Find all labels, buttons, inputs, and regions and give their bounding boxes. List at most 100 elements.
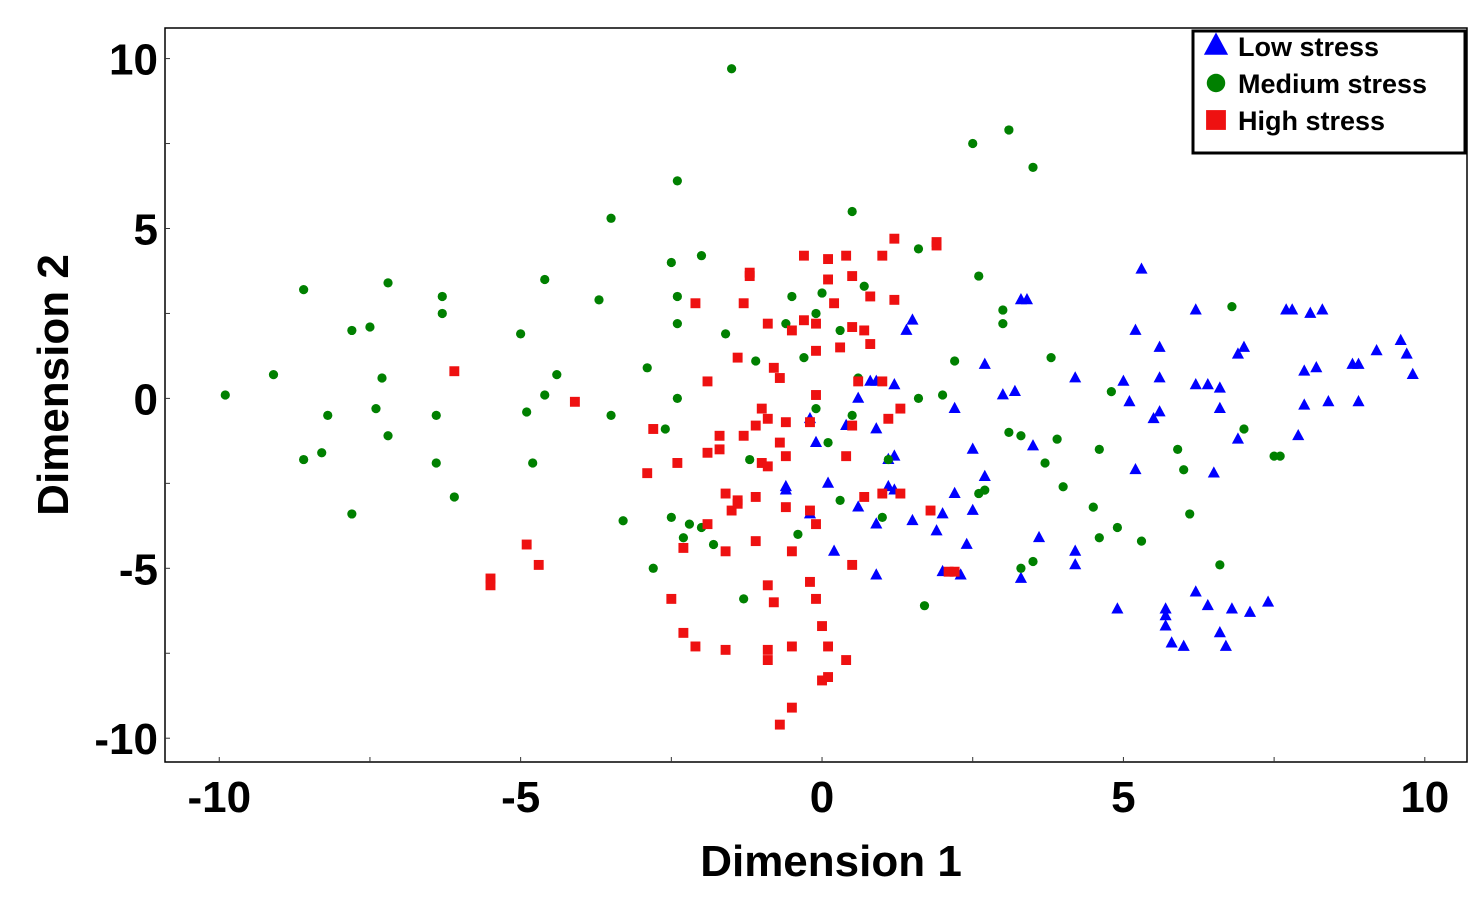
data-point-medium-stress	[883, 454, 893, 465]
data-point-low-stress	[1322, 394, 1335, 407]
y-axis-title: Dimension 2	[29, 254, 78, 516]
data-point-high-stress	[895, 488, 906, 499]
data-point-medium-stress	[540, 274, 550, 285]
data-point-high-stress	[714, 444, 725, 455]
data-point-low-stress	[1406, 367, 1419, 380]
data-point-high-stress	[762, 644, 773, 655]
data-point-medium-stress	[1106, 386, 1116, 397]
data-point-low-stress	[1020, 293, 1034, 305]
data-point-low-stress	[1400, 347, 1413, 359]
data-point-medium-stress	[383, 278, 393, 288]
data-point-high-stress	[811, 390, 821, 400]
data-point-high-stress	[853, 376, 864, 387]
data-point-low-stress	[1219, 639, 1232, 651]
data-point-medium-stress	[1239, 424, 1249, 434]
data-point-medium-stress	[618, 516, 628, 526]
data-point-high-stress	[877, 488, 888, 499]
data-point-low-stress	[1153, 371, 1166, 383]
data-point-medium-stress	[1173, 444, 1183, 454]
data-point-low-stress	[1298, 364, 1311, 376]
legend: Low stress Medium stress High stress	[1191, 29, 1467, 155]
data-point-medium-stress	[437, 291, 447, 302]
data-point-medium-stress	[299, 454, 309, 465]
data-point-medium-stress	[1028, 162, 1038, 172]
legend-marker-high-stress	[1206, 110, 1226, 130]
data-point-medium-stress	[739, 594, 749, 604]
data-point-medium-stress	[835, 325, 845, 336]
data-point-low-stress	[1177, 639, 1190, 651]
data-point-high-stress	[931, 240, 942, 251]
data-point-high-stress	[786, 702, 797, 713]
data-point-medium-stress	[968, 138, 978, 149]
data-point-high-stress	[865, 291, 876, 302]
data-point-low-stress	[1286, 303, 1299, 315]
data-point-low-stress	[978, 357, 991, 369]
data-point-medium-stress	[998, 305, 1008, 315]
data-point-medium-stress	[799, 353, 809, 363]
data-point-medium-stress	[672, 319, 682, 329]
x-tick-label: 0	[810, 773, 834, 822]
data-point-high-stress	[702, 519, 713, 530]
data-point-high-stress	[780, 417, 791, 428]
data-point-high-stress	[811, 318, 821, 329]
data-point-medium-stress	[323, 410, 333, 421]
data-point-medium-stress	[877, 512, 887, 522]
data-point-high-stress	[720, 488, 731, 499]
data-point-high-stress	[732, 498, 743, 509]
data-point-high-stress	[569, 396, 580, 407]
data-point-low-stress	[1153, 405, 1166, 417]
data-point-high-stress	[811, 519, 821, 530]
data-point-medium-stress	[371, 403, 381, 414]
data-point-low-stress	[900, 323, 913, 335]
data-point-high-stress	[823, 672, 834, 682]
data-point-medium-stress	[684, 519, 695, 529]
data-point-high-stress	[847, 271, 858, 282]
legend-marker-medium-stress	[1206, 73, 1226, 93]
data-point-low-stress	[1225, 602, 1238, 614]
data-point-low-stress	[1213, 401, 1226, 413]
data-point-low-stress	[1231, 347, 1244, 359]
data-point-low-stress	[870, 517, 883, 529]
data-point-low-stress	[870, 568, 883, 580]
data-point-high-stress	[859, 491, 870, 502]
data-point-low-stress	[809, 435, 823, 447]
data-point-medium-stress	[431, 458, 441, 468]
data-point-high-stress	[690, 641, 701, 652]
data-point-high-stress	[750, 420, 761, 431]
data-point-medium-stress	[1040, 458, 1050, 468]
data-point-low-stress	[1370, 344, 1383, 356]
data-point-low-stress	[1310, 360, 1323, 373]
data-point-medium-stress	[317, 448, 327, 458]
data-point-medium-stress	[998, 319, 1008, 329]
data-point-high-stress	[690, 298, 701, 309]
data-point-high-stress	[786, 325, 797, 336]
data-point-low-stress	[852, 391, 865, 403]
data-point-high-stress	[786, 641, 797, 652]
data-point-high-stress	[841, 451, 852, 462]
y-axis-tick-labels: -10 -5 0 5 10	[94, 36, 158, 765]
data-point-medium-stress	[1136, 536, 1147, 546]
data-point-high-stress	[738, 430, 749, 441]
data-point-medium-stress	[811, 403, 821, 414]
data-point-medium-stress	[696, 251, 707, 261]
data-point-medium-stress	[726, 64, 737, 74]
data-point-medium-stress	[383, 431, 393, 441]
x-tick-label: 10	[1400, 773, 1449, 822]
data-point-low-stress	[1243, 605, 1257, 617]
data-point-low-stress	[1352, 394, 1365, 407]
y-tick-label: 5	[134, 205, 158, 254]
data-point-low-stress	[822, 476, 835, 488]
data-point-high-stress	[889, 233, 900, 244]
data-point-low-stress	[1129, 462, 1142, 475]
data-point-medium-stress	[522, 407, 532, 417]
data-point-medium-stress	[1004, 427, 1014, 437]
data-point-low-stress	[1008, 384, 1021, 397]
data-point-high-stress	[943, 566, 954, 577]
x-tick-label: 5	[1111, 773, 1135, 822]
data-point-medium-stress	[672, 176, 682, 186]
data-point-high-stress	[811, 593, 821, 604]
data-point-low-stress	[828, 544, 841, 556]
data-point-low-stress	[1189, 585, 1202, 597]
